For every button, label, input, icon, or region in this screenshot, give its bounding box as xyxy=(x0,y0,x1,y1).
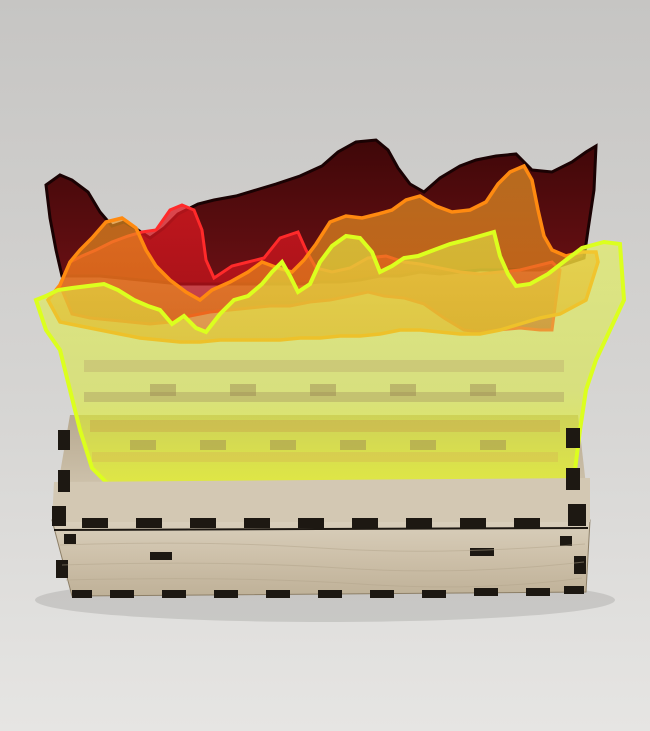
kerf-line xyxy=(53,527,589,531)
finger-joint-top-row xyxy=(52,504,586,528)
acrylic-reflections xyxy=(84,360,564,462)
wood-box-rim xyxy=(52,478,590,522)
finger-joint-mid-row xyxy=(64,534,572,560)
acrylic-slot-tabs xyxy=(130,384,506,450)
finger-joint-bottom-row xyxy=(72,586,584,598)
wood-side-slots xyxy=(56,428,586,578)
wood-grain xyxy=(59,542,586,588)
